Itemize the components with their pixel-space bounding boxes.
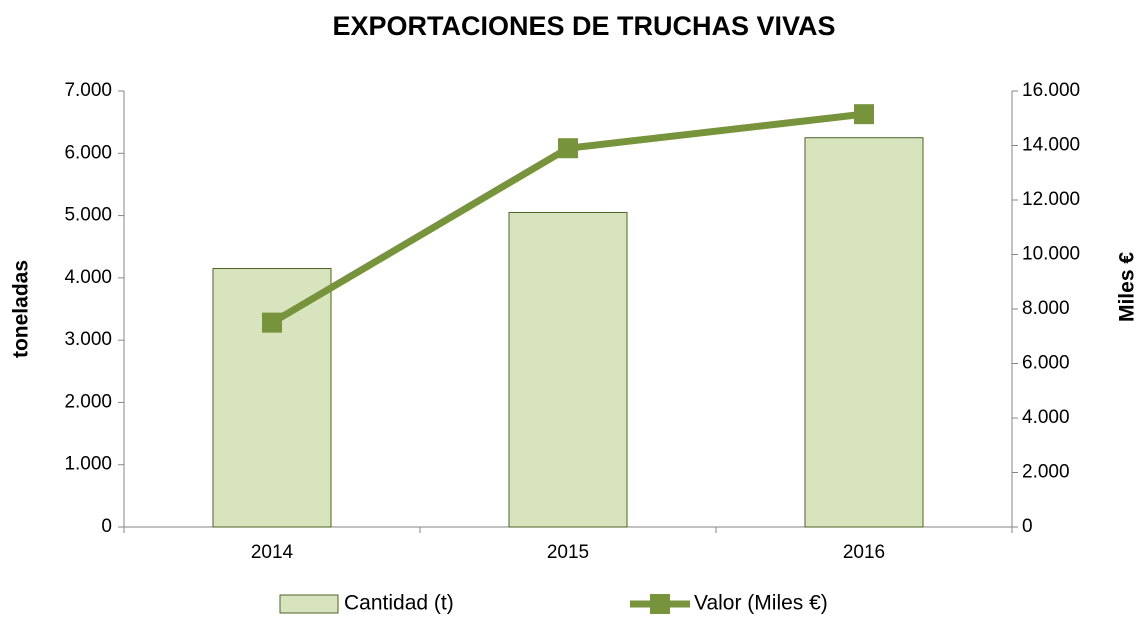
bar xyxy=(804,137,924,528)
marker xyxy=(558,138,578,159)
y2-tick-label: 4.000 xyxy=(1022,407,1070,428)
legend-swatch xyxy=(279,594,339,614)
y2-tick-label: 10.000 xyxy=(1022,244,1080,265)
y-tick-label: 3.000 xyxy=(64,329,112,350)
marker xyxy=(262,312,282,333)
x-tick-label: 2016 xyxy=(843,542,885,563)
y2-tick-label: 16.000 xyxy=(1022,80,1080,101)
y-tick-label: 7.000 xyxy=(64,80,112,101)
legend-marker xyxy=(650,594,670,614)
chart-title: EXPORTACIONES DE TRUCHAS VIVAS xyxy=(332,11,835,41)
y-tick-label: 2.000 xyxy=(64,391,112,412)
bar xyxy=(508,211,628,528)
y2-axis-title: Miles € xyxy=(1116,252,1139,322)
y2-tick-label: 0 xyxy=(1022,516,1033,537)
y2-tick-label: 6.000 xyxy=(1022,353,1070,374)
marker xyxy=(854,104,874,125)
legend-label: Valor (Miles €) xyxy=(694,592,828,615)
y-tick-label: 1.000 xyxy=(64,454,112,475)
x-tick-label: 2015 xyxy=(547,542,589,563)
y2-tick-label: 14.000 xyxy=(1022,135,1080,156)
y-axis-title: toneladas xyxy=(10,260,33,358)
legend-label: Cantidad (t) xyxy=(344,592,454,615)
x-tick-label: 2014 xyxy=(251,542,294,563)
y-tick-label: 6.000 xyxy=(64,142,112,163)
y-tick-label: 4.000 xyxy=(64,267,112,288)
bar xyxy=(212,268,332,528)
y2-tick-label: 2.000 xyxy=(1022,462,1070,483)
y-tick-label: 5.000 xyxy=(64,205,112,226)
y-tick-label: 0 xyxy=(101,516,112,537)
y2-tick-label: 12.000 xyxy=(1022,189,1080,210)
y2-tick-label: 8.000 xyxy=(1022,298,1070,319)
